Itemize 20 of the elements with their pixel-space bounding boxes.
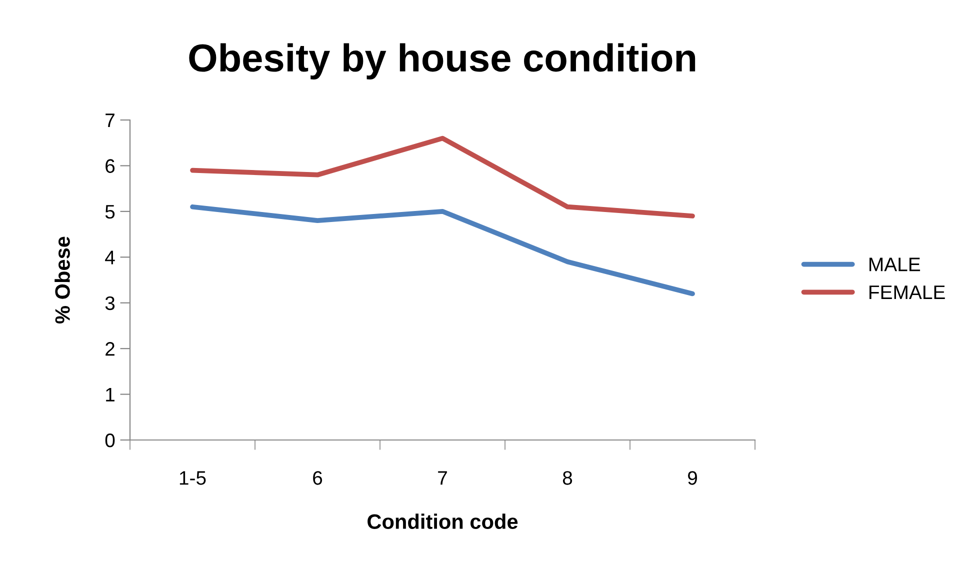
y-tick-label: 7 <box>106 114 114 128</box>
y-axis-title: % Obese <box>54 236 70 324</box>
x-tick-label: 8 <box>562 471 572 485</box>
y-tick-label: 3 <box>105 296 115 310</box>
y-tick-label: 5 <box>105 205 115 219</box>
line-series <box>190 204 695 296</box>
x-tick-label: 7 <box>438 471 447 485</box>
line-series <box>190 136 695 218</box>
x-tick-label: 1-5 <box>180 471 206 485</box>
y-tick-label: 0 <box>105 433 115 448</box>
legend-label: FEMALE <box>870 286 945 299</box>
x-axis-title: Condition code <box>368 514 518 529</box>
chart-title: Obesity by house condition <box>189 43 696 80</box>
x-tick-label: 6 <box>313 471 322 485</box>
y-tick-label: 6 <box>106 159 115 173</box>
y-tick-label: 4 <box>105 250 115 264</box>
y-tick-label: 1 <box>106 388 114 402</box>
y-tick-label: 2 <box>106 342 114 356</box>
legend-label: MALE <box>870 258 920 272</box>
x-tick-label: 9 <box>688 471 697 485</box>
